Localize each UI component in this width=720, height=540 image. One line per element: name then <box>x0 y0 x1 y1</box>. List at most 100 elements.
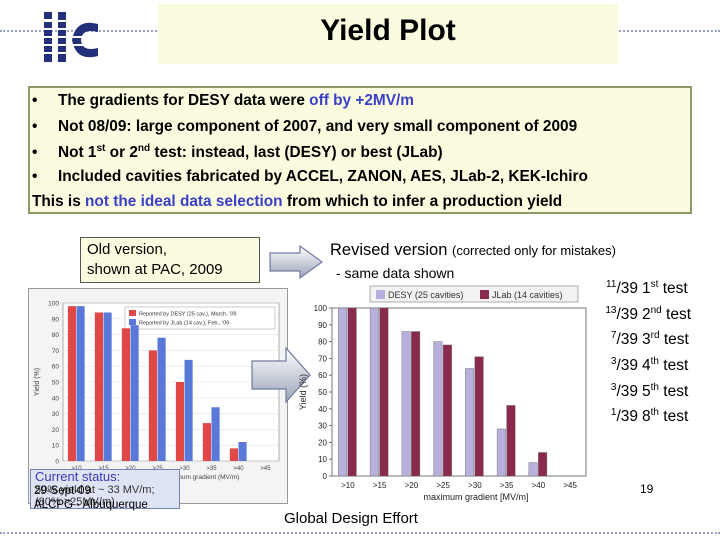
revised-note: (corrected only for mistakes) <box>451 243 616 258</box>
status-line: 50% yield at ~ 33 MV/m; <box>35 483 155 496</box>
ratio-test-number: 3 <box>642 331 651 349</box>
ratio-word: test <box>659 331 689 349</box>
ratio-test: 1st test <box>642 274 688 300</box>
bar <box>528 462 538 477</box>
bullet-text: test: instead, last (DESY) or best (JLab… <box>150 144 443 162</box>
footer-center: Global Design Effort <box>284 510 418 527</box>
y-tick-label: 100 <box>314 304 328 313</box>
y-tick-label: 40 <box>318 405 327 414</box>
old-y-tick-label: 90 <box>52 316 60 323</box>
bullet-marker: • <box>32 168 38 185</box>
current-status-box: Current status: 50% yield at ~ 33 MV/m; … <box>30 469 180 509</box>
ratio-ordinal: th <box>650 355 659 367</box>
bullet-item: • Not 08/09: large component of 2007, and… <box>32 118 577 136</box>
old-bar <box>148 350 157 461</box>
ratio-fraction: 3/39 <box>610 381 638 400</box>
ratio-numerator: 11 <box>606 279 617 290</box>
y-tick-label: 0 <box>323 472 328 481</box>
bullet-marker: • <box>32 92 38 109</box>
right-arrow-icon <box>251 346 311 404</box>
old-y-tick-label: 50 <box>52 380 60 387</box>
old-x-axis-label: maximum gradient (MV/m) <box>163 474 240 481</box>
old-bar <box>76 306 85 461</box>
old-legend-swatch <box>129 319 136 325</box>
ratio-ordinal: st <box>650 279 659 290</box>
status-heading: Current status: <box>35 469 121 484</box>
page-number: 19 <box>640 482 654 496</box>
old-bar <box>229 448 238 461</box>
ratio-test-number: 1 <box>642 280 651 298</box>
old-bar <box>130 325 139 461</box>
bullet-panel <box>28 86 692 214</box>
bullet-marker: • <box>32 144 38 162</box>
bar <box>369 307 379 477</box>
ratio-numerator: 1 <box>610 407 617 419</box>
bar <box>442 344 452 477</box>
bullet-highlight: off by +2MV/m <box>309 92 414 109</box>
bullet-text: Not 08/09: large component of 2007, and … <box>58 118 578 135</box>
ratio-test: 8th test <box>642 402 688 428</box>
bullet-text: or 2 <box>105 144 138 162</box>
bar <box>538 452 548 477</box>
ratio-denominator: 39 <box>620 357 638 375</box>
ratio-row: 13/39 2nd test <box>592 300 702 326</box>
x-tick-label: >30 <box>468 481 482 490</box>
bottom-dotted-rule <box>0 532 720 534</box>
ratio-row: 3/39 5th test <box>592 377 702 403</box>
ratio-fraction: 13/39 <box>605 304 638 323</box>
old-y-tick-label: 30 <box>52 411 60 418</box>
status-line: (80% >25MV/m) <box>35 496 115 508</box>
y-tick-label: 10 <box>318 455 327 464</box>
ratio-denominator: 39 <box>620 382 638 400</box>
ratio-word: test <box>658 357 689 375</box>
legend-label: JLab (14 cavities) <box>492 290 563 300</box>
ratio-test: 2nd test <box>642 300 691 326</box>
x-axis-label: maximum gradient [MV/m] <box>423 492 528 502</box>
old-bar <box>238 442 247 461</box>
revised-main: Revised version <box>330 241 452 259</box>
old-version-line2: shown at PAC, 2009 <box>87 261 223 278</box>
legend-swatch <box>480 290 489 299</box>
old-bar <box>94 312 103 461</box>
bullet-text: Included cavities fabricated by ACCEL, Z… <box>58 168 588 185</box>
ratio-test: 4th test <box>642 351 688 377</box>
test-ratio-list: 11/39 1st test 13/39 2nd test 7/39 3rd test 3/… <box>592 274 702 428</box>
y-tick-label: 20 <box>318 438 327 447</box>
ilc-logo <box>44 12 100 62</box>
ratio-ordinal: nd <box>650 304 662 316</box>
bar <box>474 356 484 477</box>
legend-swatch <box>376 290 385 299</box>
y-tick-label: 30 <box>318 422 327 431</box>
bar <box>401 331 411 477</box>
ratio-test-number: 2 <box>642 305 651 323</box>
bar <box>347 307 357 477</box>
right-arrow-icon <box>269 244 324 280</box>
ratio-ordinal: rd <box>650 330 660 342</box>
ratio-denominator: 39 <box>620 305 638 323</box>
old-bar <box>175 382 184 461</box>
ratio-row: 7/39 3rd test <box>592 325 702 351</box>
old-x-tick-label: >40 <box>233 466 244 472</box>
ratio-test-number: 4 <box>642 357 651 375</box>
old-legend-label: Reported by DESY (25 cav.), March, '09 <box>139 312 236 318</box>
old-legend-box <box>124 306 276 330</box>
ratio-denominator: 39 <box>620 331 638 349</box>
superscript: st <box>96 143 106 154</box>
y-tick-label: 60 <box>318 371 327 380</box>
ratio-denominator: 39 <box>620 408 638 426</box>
y-tick-label: 50 <box>318 388 327 397</box>
ratio-row: 1/39 8th test <box>592 402 702 428</box>
footer-date-text: 29-Sept-09 <box>34 485 91 497</box>
ratio-word: test <box>658 280 688 298</box>
ratio-numerator: 7 <box>610 330 617 342</box>
old-y-tick-label: 0 <box>55 459 59 466</box>
bar <box>506 405 516 477</box>
ratio-numerator: 3 <box>610 355 617 367</box>
y-tick-label: 80 <box>318 338 327 347</box>
ratio-row: 3/39 4th test <box>592 351 702 377</box>
y-axis-label: Yield (%) <box>298 374 308 410</box>
bullet-text: The gradients for DESY data were <box>58 92 310 109</box>
revised-yield-chart: DESY (25 cavities) JLab (14 cavities) 0 10 2… <box>298 285 587 502</box>
ratio-word: test <box>661 305 692 323</box>
old-version-label: Old version, shown at PAC, 2009 <box>80 237 260 283</box>
